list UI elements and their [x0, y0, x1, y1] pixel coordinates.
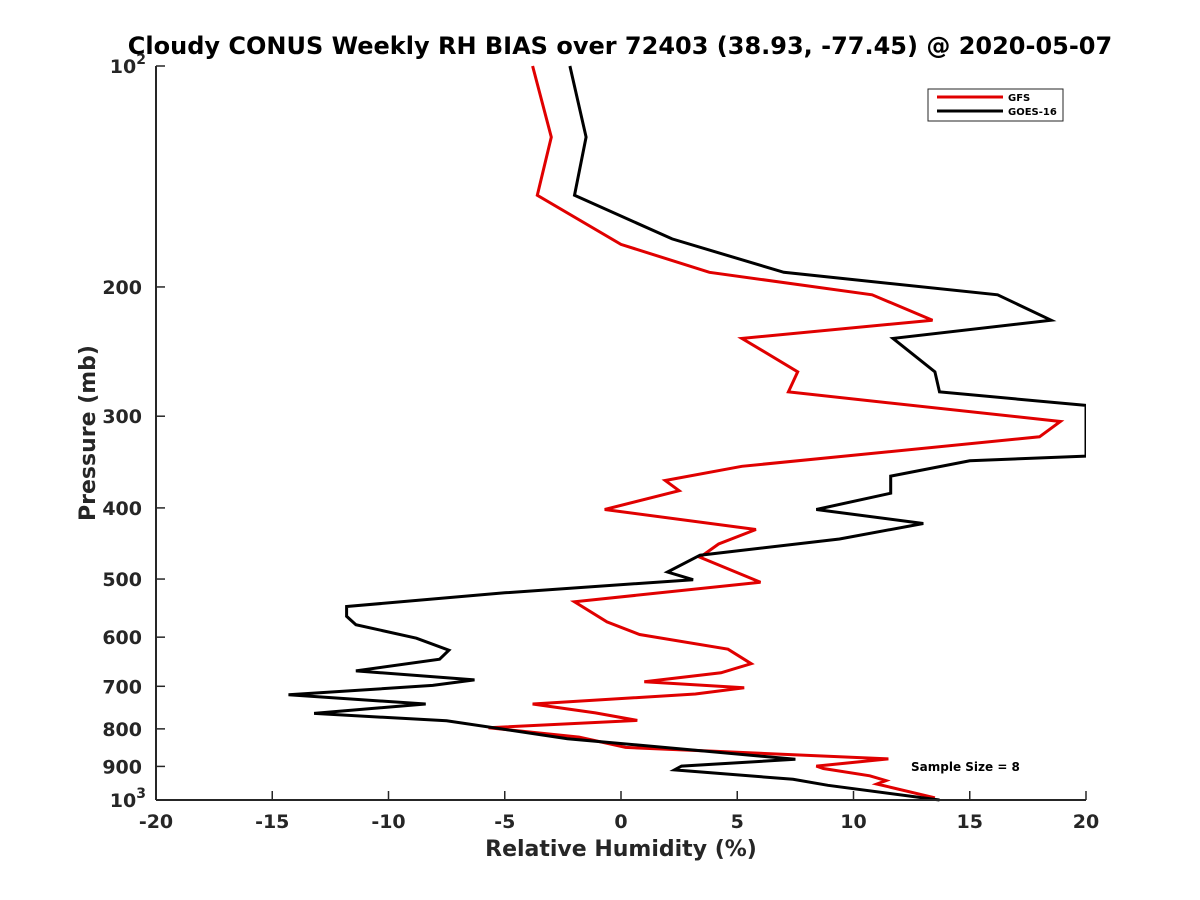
- y-tick-label: 200: [102, 277, 142, 299]
- legend-label-gfs: GFS: [1008, 93, 1030, 104]
- x-axis-ticks: -20 -15 -10 -5 0 5 10 15 20: [139, 791, 1099, 833]
- x-tick-label: -15: [255, 811, 289, 833]
- x-tick-label: 0: [614, 811, 627, 833]
- legend-label-goes16: GOES-16: [1008, 107, 1057, 118]
- series-layer: [288, 65, 1086, 802]
- plot-area-frame: [156, 66, 1086, 800]
- x-tick-label: 15: [957, 811, 983, 833]
- y-tick-label: 400: [102, 498, 142, 520]
- y-tick-label: 900: [102, 756, 142, 778]
- series-line-goes16: [288, 65, 1086, 802]
- y-axis-ticks: 102 200 300 400 500 600 700 800 900 103: [102, 52, 165, 812]
- series-line-gfs: [488, 65, 1065, 800]
- sample-size-annotation: Sample Size = 8: [911, 760, 1020, 774]
- x-tick-label: -5: [494, 811, 515, 833]
- x-tick-label: 10: [840, 811, 866, 833]
- y-axis-label: Pressure (mb): [76, 345, 101, 521]
- y-tick-label: 600: [102, 627, 142, 649]
- y-tick-label: 500: [102, 569, 142, 591]
- y-tick-label: 700: [102, 676, 142, 698]
- y-tick-label: 300: [102, 406, 142, 428]
- x-tick-label: 5: [731, 811, 744, 833]
- chart-title: Cloudy CONUS Weekly RH BIAS over 72403 (…: [128, 32, 1112, 60]
- x-tick-label: -20: [139, 811, 173, 833]
- x-tick-label: 20: [1073, 811, 1099, 833]
- x-tick-label: -10: [371, 811, 405, 833]
- y-tick-label: 103: [110, 786, 146, 812]
- y-tick-label: 800: [102, 719, 142, 741]
- y-tick-label: 102: [110, 52, 146, 78]
- legend: GFS GOES-16: [927, 88, 1064, 122]
- x-axis-label: Relative Humidity (%): [485, 837, 757, 862]
- legend-box: [927, 88, 1064, 122]
